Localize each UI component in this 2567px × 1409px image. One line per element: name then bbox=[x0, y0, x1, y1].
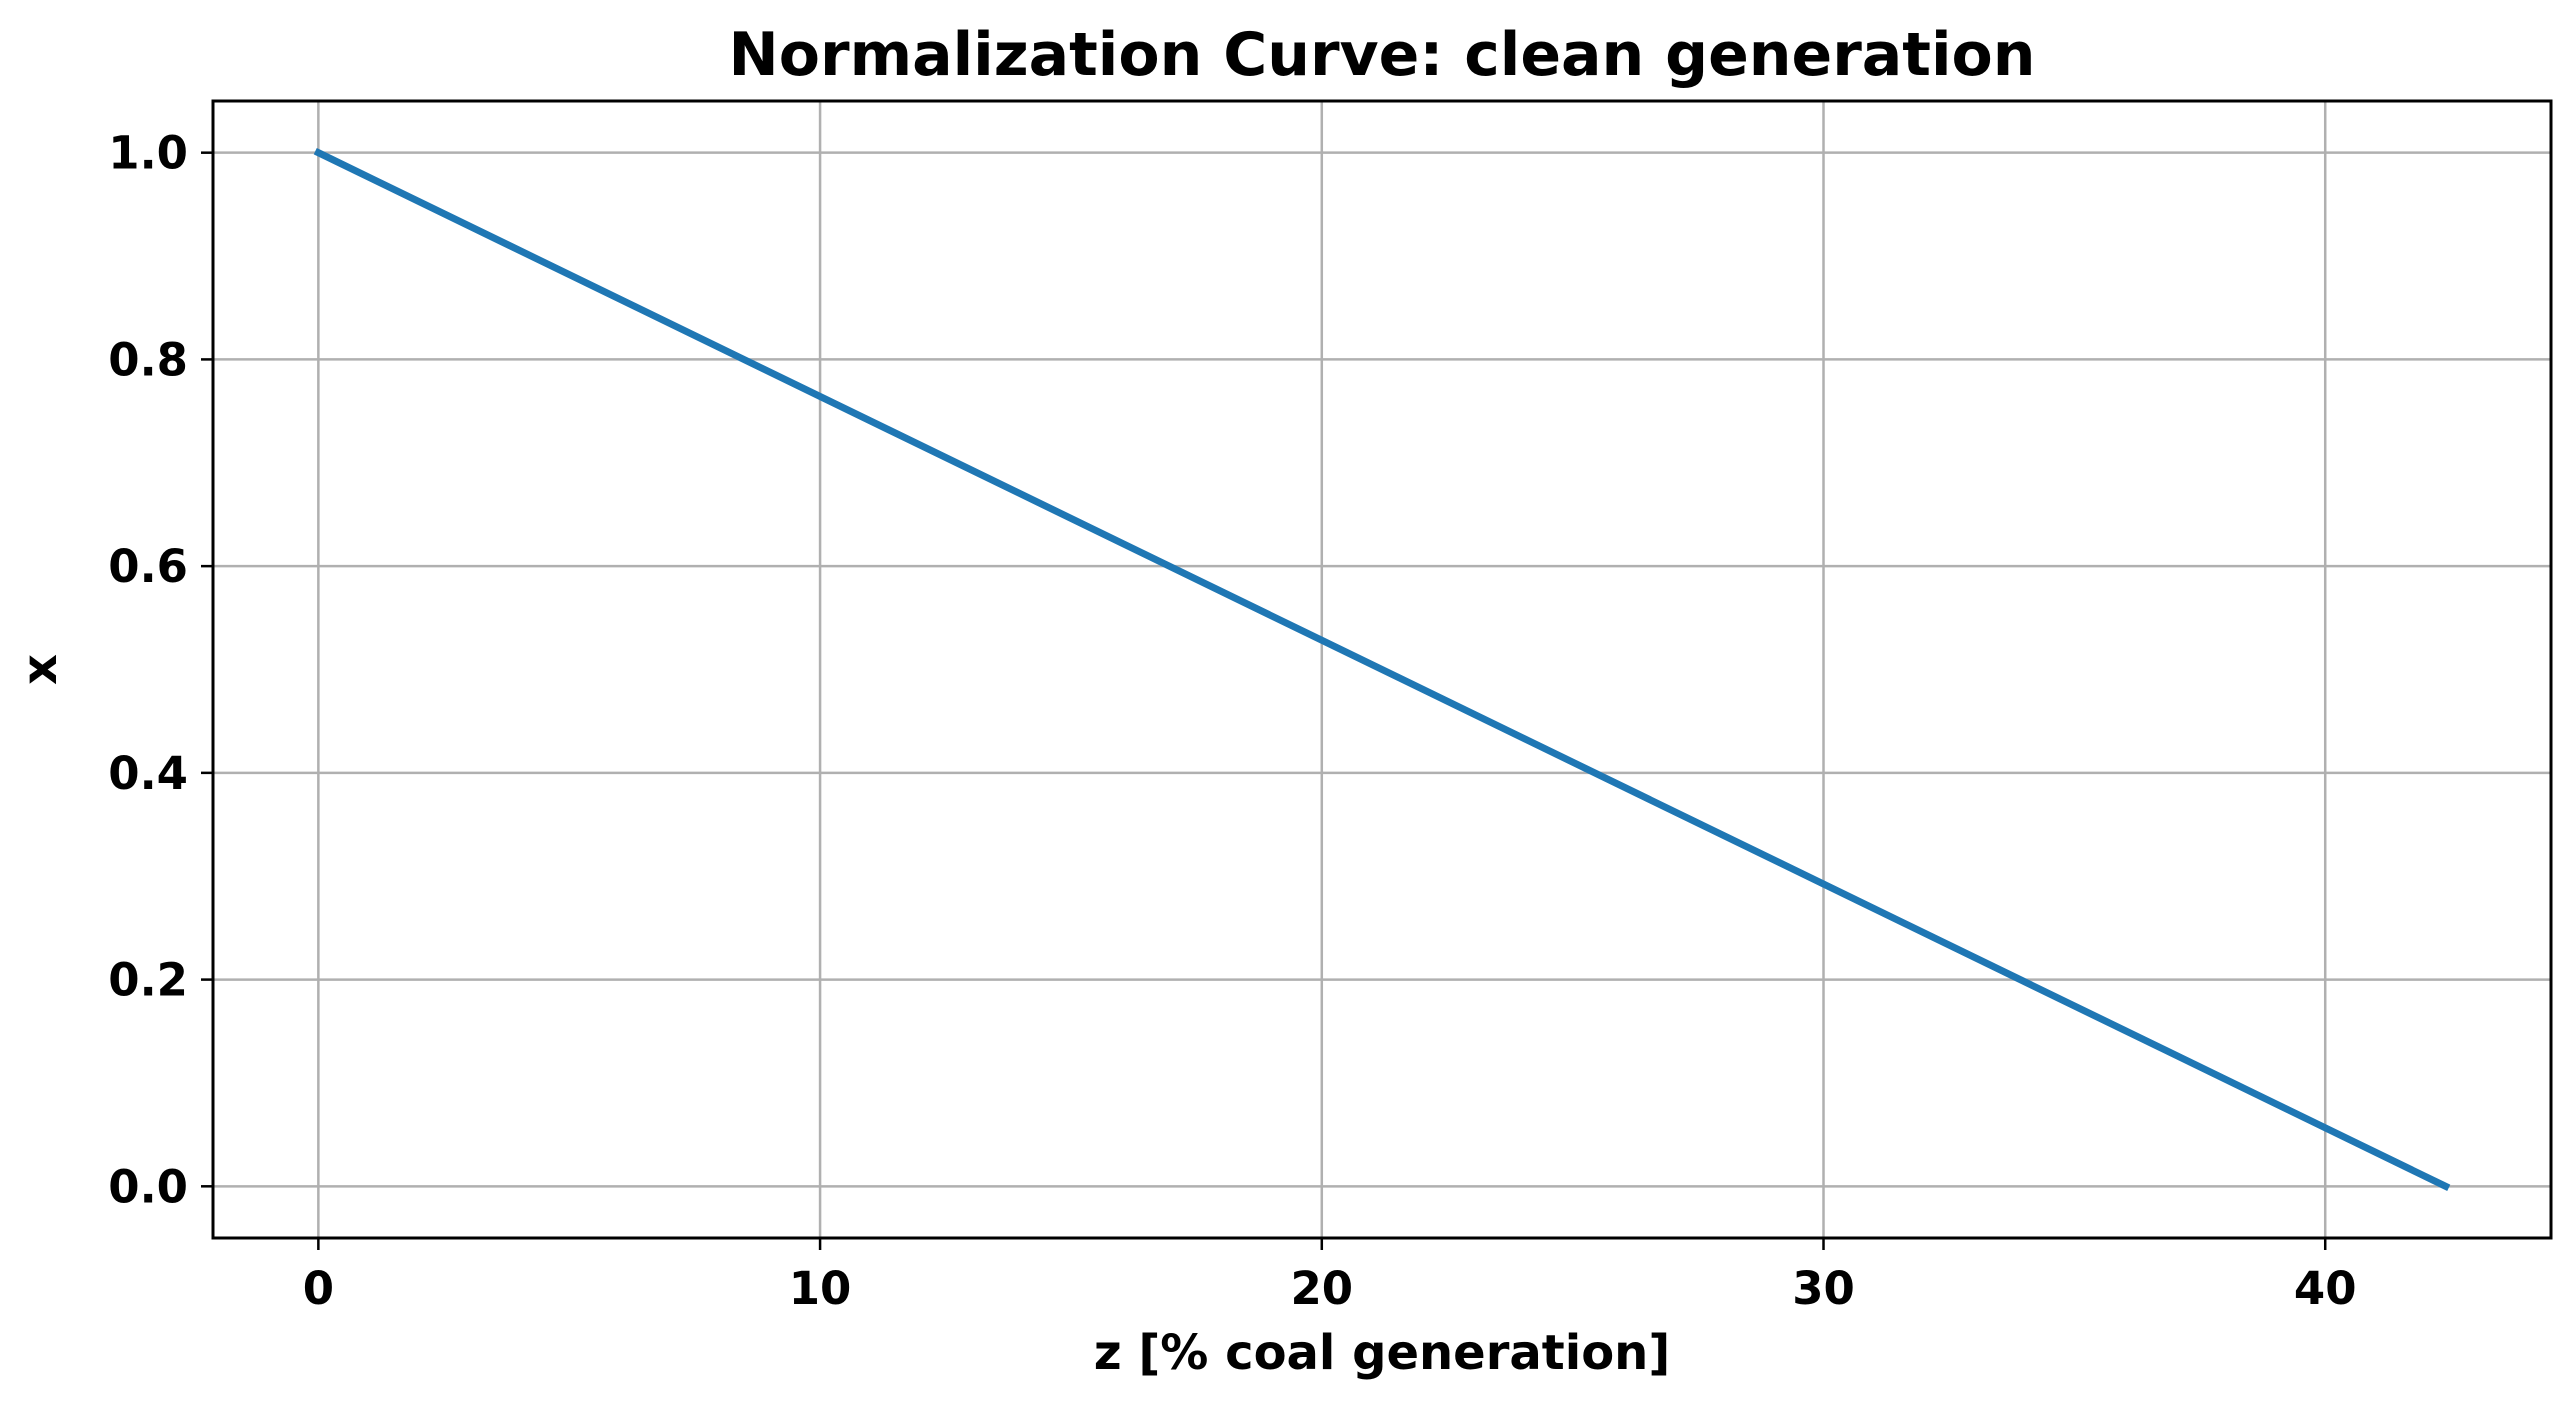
y-axis: 0.0 0.2 0.4 0.6 0.8 1.0 bbox=[108, 127, 213, 1213]
y-axis-label: x bbox=[12, 654, 68, 685]
y-tick-label: 0.8 bbox=[108, 333, 188, 386]
x-tick-label: 30 bbox=[1792, 1262, 1855, 1315]
x-tick-label: 40 bbox=[2294, 1262, 2357, 1315]
series-layer bbox=[313, 148, 2451, 1191]
x-tick-label: 20 bbox=[1290, 1262, 1353, 1315]
y-tick-label: 0.4 bbox=[108, 747, 188, 800]
plot-frame bbox=[211, 99, 2553, 1240]
y-tick-label: 0.6 bbox=[108, 540, 188, 593]
x-tick-label: 0 bbox=[303, 1262, 334, 1315]
series-line bbox=[313, 148, 2451, 1191]
x-axis-label: z [% coal generation] bbox=[1094, 1325, 1671, 1381]
x-axis: 0 10 20 30 40 bbox=[303, 1238, 2357, 1315]
grid bbox=[213, 101, 2551, 1238]
y-tick-label: 0.0 bbox=[108, 1160, 188, 1213]
chart-title: Normalization Curve: clean generation bbox=[729, 20, 2036, 90]
y-tick-label: 1.0 bbox=[108, 127, 188, 180]
x-tick-label: 10 bbox=[789, 1262, 852, 1315]
y-tick-label: 0.2 bbox=[108, 954, 188, 1007]
